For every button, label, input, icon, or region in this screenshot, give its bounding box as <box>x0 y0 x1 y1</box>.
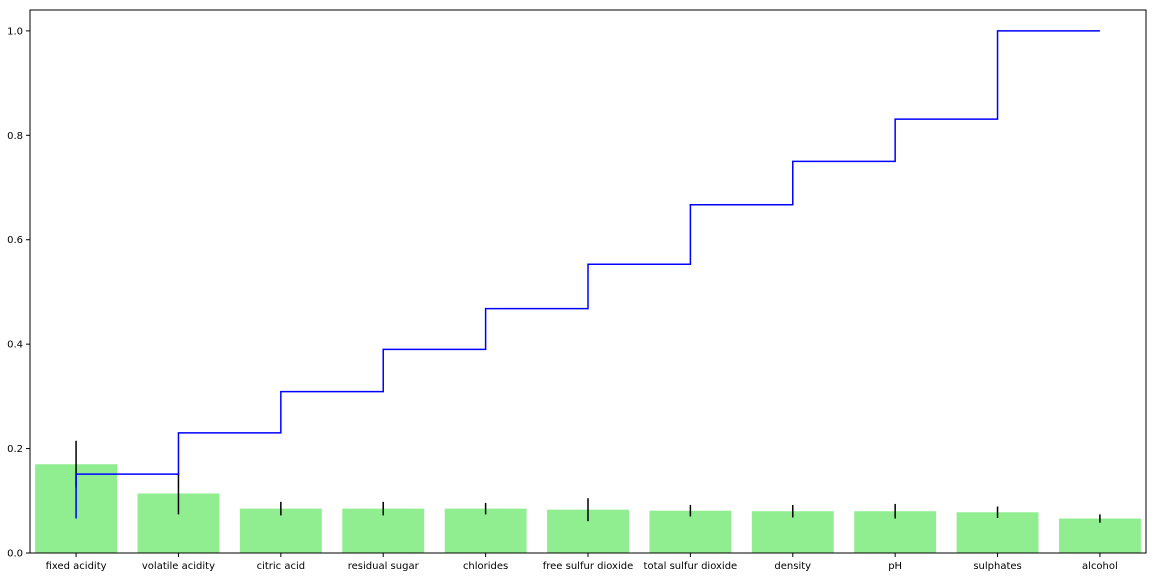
error-bars-layer <box>75 440 1101 523</box>
cumulative-step-line <box>75 30 1100 519</box>
y-tick-label: 0.4 <box>7 340 23 351</box>
x-axis: fixed acidity volatile acidity citric acid… <box>46 553 1118 572</box>
bar <box>751 511 834 553</box>
bar <box>444 508 527 553</box>
x-tick-label: residual sugar <box>348 561 420 572</box>
bar <box>956 512 1039 553</box>
x-tick-label: alcohol <box>1082 561 1118 572</box>
y-tick-label: 0.2 <box>7 444 23 455</box>
x-tick-label: chlorides <box>463 561 508 572</box>
x-tick-label: volatile acidity <box>142 561 215 572</box>
y-tick-label: 0.8 <box>7 131 23 142</box>
y-tick-label: 1.0 <box>7 26 23 37</box>
x-tick-label: total sulfur dioxide <box>644 561 738 572</box>
x-tick-label: fixed acidity <box>46 561 107 572</box>
x-tick-label: density <box>774 561 811 572</box>
bars-layer <box>35 464 1141 553</box>
y-tick-label: 0.6 <box>7 235 23 246</box>
x-tick-label: free sulfur dioxide <box>543 561 634 572</box>
x-tick-label: sulphates <box>973 561 1021 572</box>
bar <box>649 510 732 553</box>
x-tick-label: citric acid <box>257 561 306 572</box>
bar <box>342 508 425 553</box>
bar <box>1058 518 1141 553</box>
y-tick-label: 0.0 <box>7 549 23 560</box>
y-axis: 0.0 0.2 0.4 0.6 0.8 1.0 <box>7 26 30 560</box>
bar <box>239 508 322 553</box>
x-tick-label: pH <box>888 561 902 572</box>
